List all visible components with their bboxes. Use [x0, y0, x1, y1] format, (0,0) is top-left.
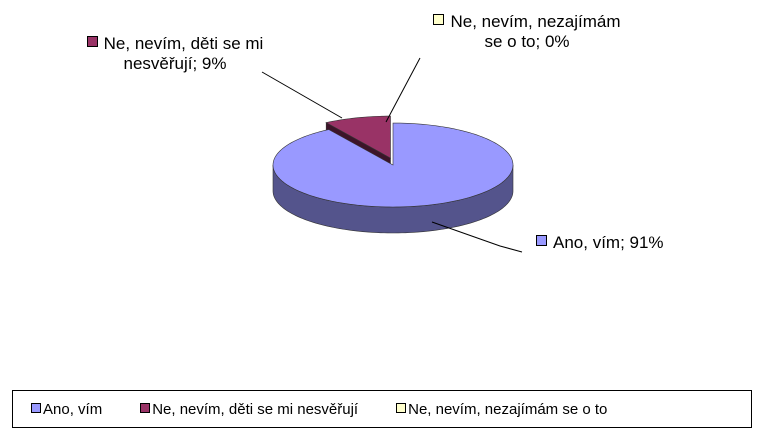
- data-label-text: Ne, nevím, nezajímám se o to; 0%: [450, 12, 621, 51]
- legend-label: Ne, nevím, nezajímám se o to: [408, 400, 608, 418]
- legend-item: Ano, vím: [31, 401, 102, 418]
- label-swatch: [536, 235, 547, 246]
- slice: [325, 115, 391, 159]
- legend-swatch: [396, 402, 407, 413]
- leader-line: [431, 221, 523, 253]
- data-label-text: Ne, nevím, děti se mi nesvěřují; 9%: [103, 34, 264, 73]
- legend-item: Ne, nevím, nezajímám se o to: [396, 401, 607, 418]
- data-label-text: Ano, vím; 91%: [553, 233, 664, 252]
- label-swatch: [86, 36, 98, 47]
- legend: Ano, vím Ne, nevím, děti se mi nesvěřují N…: [12, 390, 752, 428]
- legend-swatch: [31, 402, 41, 413]
- data-label: Ne, nevím, děti se mi nesvěřují; 9%: [70, 34, 280, 74]
- data-label: Ano, vím; 91%: [536, 233, 736, 253]
- leader-line: [261, 71, 343, 119]
- label-swatch: [433, 14, 445, 25]
- slice: [272, 122, 514, 208]
- leader-line: [385, 57, 421, 123]
- legend-label: Ano, vím: [43, 400, 103, 418]
- legend-swatch: [140, 402, 151, 413]
- legend-label: Ne, nevím, děti se mi nesvěřují: [152, 400, 359, 418]
- pie: [272, 115, 514, 234]
- data-label: Ne, nevím, nezajímám se o to; 0%: [432, 12, 622, 52]
- legend-item: Ne, nevím, děti se mi nesvěřují: [140, 401, 358, 418]
